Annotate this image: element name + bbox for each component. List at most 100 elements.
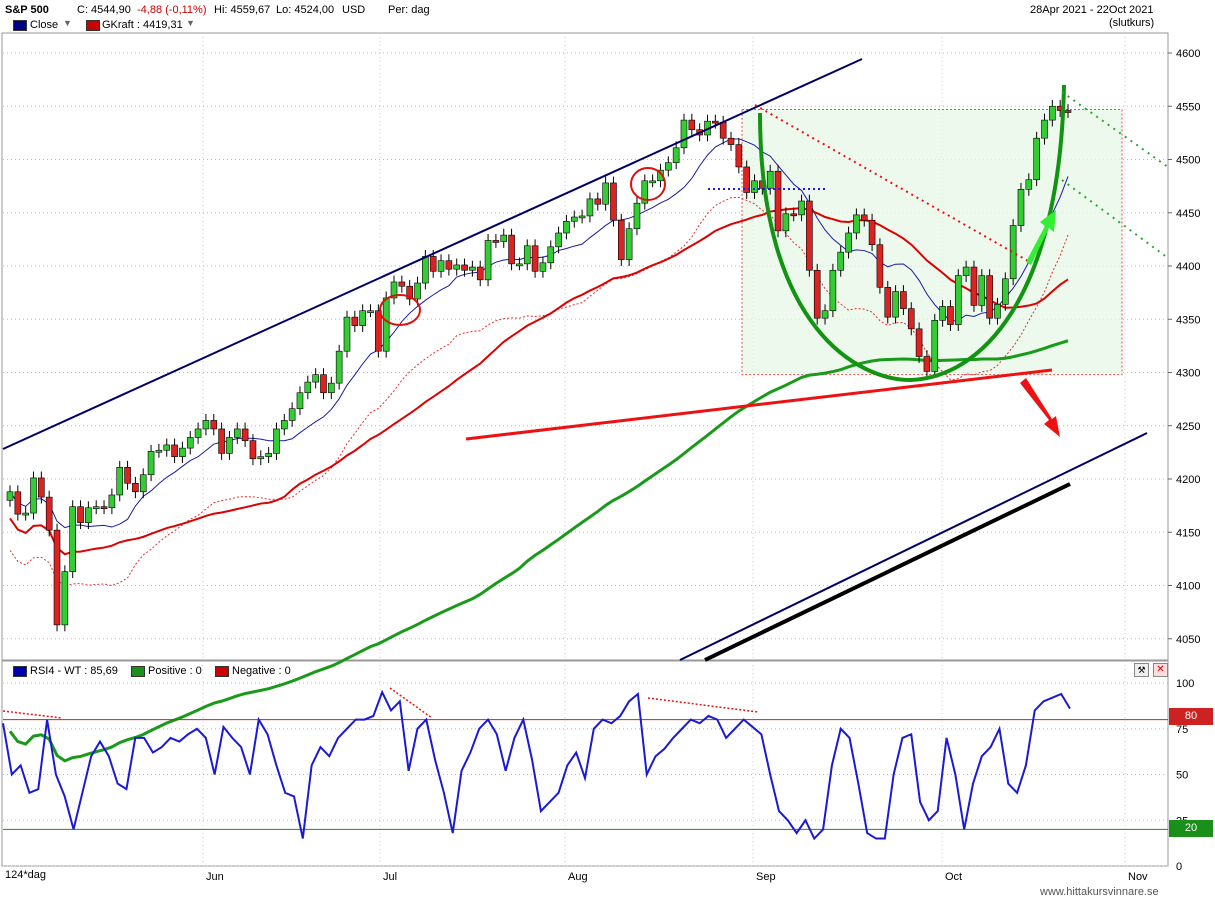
candle-body [476,266,484,281]
gkraft-legend-swatch [86,20,100,31]
candle-body [547,246,555,264]
candle-body [45,496,53,531]
candle-body [61,571,69,626]
rsi-legend-label[interactable]: RSI4 - WT : 85,69 [30,665,118,677]
rsi-axis-label: 50 [1176,770,1188,782]
candle-body [328,382,335,394]
high-value: Hi: 4559,67 [214,4,271,16]
candle-body [186,437,194,449]
candle-body [139,474,147,493]
positive-legend-label[interactable]: Positive : 0 [148,665,202,677]
price-axis-label: 4350 [1176,314,1200,326]
price-axis-label: 4550 [1176,101,1200,113]
ma-short-line [9,138,1069,529]
candle-body [790,213,798,217]
candle-body [422,256,429,284]
candle-body [484,240,492,281]
candle-body [1002,278,1009,305]
candle-body [288,408,296,421]
gkraft-legend-dropdown-icon[interactable]: ▼ [186,18,195,28]
chart-header: S&P 500 C: 4544,90 -4,88 (-0,11%) Hi: 45… [0,0,1168,33]
candle-body [437,260,445,272]
candle-body [249,440,257,460]
price-axis-label: 4500 [1176,155,1200,167]
price-axis-label: 4250 [1176,421,1200,433]
price-axis-label: 4150 [1176,527,1200,539]
candle-body [617,219,625,260]
candle-body [594,198,602,205]
candle-body [85,507,92,523]
candle-body [147,451,155,476]
candle-body [641,180,649,204]
month-label: Nov [1128,871,1148,883]
wrench-icon[interactable]: ⚒ [1134,663,1149,677]
gkraft-legend-label[interactable]: GKraft : 4419,31 [102,19,183,31]
candle-body [539,262,547,272]
candle-body [132,482,139,493]
negative-legend-label[interactable]: Negative : 0 [232,665,291,677]
long-ma-line [8,339,1069,763]
watermark: www.hittakursvinnare.se [1040,886,1159,898]
long-trend-line [704,482,1071,662]
close-legend-label[interactable]: Close [30,19,59,31]
candle-body [563,220,570,234]
candle-body [1025,179,1033,190]
candle-body [939,306,946,321]
negative-legend-swatch [215,666,229,677]
candle-body [735,144,743,168]
rsi-axis-label: 100 [1176,678,1194,690]
candle-body [335,350,343,384]
candle-body [38,477,45,498]
period-count-label: 124*dag [5,869,46,881]
candle-body [688,119,696,130]
candle-body [555,232,562,248]
candle-body [610,182,617,221]
candle-body [382,297,390,352]
candle-body [375,310,382,352]
candle-body [492,240,500,243]
candle-body [406,285,413,300]
candle-body [986,275,993,319]
candle-body [1064,110,1072,113]
candle-body [398,281,406,287]
gkraft-line [9,207,1069,556]
candle-body [508,234,515,265]
candle-body [516,263,523,267]
candle-body [390,281,398,299]
price-axis-label: 4300 [1176,368,1200,380]
candle-body [665,162,672,171]
candle-body [320,374,327,394]
lower-channel-line [679,432,1148,661]
candle-body [876,244,884,288]
candle-body [1041,119,1048,139]
lower-dotted-line [1061,179,1169,259]
close-legend-dropdown-icon[interactable]: ▼ [63,18,72,28]
candle-body [77,506,84,523]
month-label: Aug [568,871,588,883]
candle-body [531,245,539,272]
candle-body [954,275,962,325]
candle-body [171,444,178,457]
candle-body [100,506,108,509]
low-value: Lo: 4524,00 [276,4,335,16]
candle-body [69,506,76,572]
candle-body [994,304,1001,319]
month-label: Sep [756,871,776,883]
candle-body [53,529,61,626]
rsi-divergence-arrow [2,710,63,719]
candle-body [523,245,531,265]
month-label: Jul [383,871,397,883]
candle-body [970,266,978,306]
candle-body [774,170,782,232]
candle-body [625,228,633,260]
candle-body [586,198,594,217]
candle-body [719,121,727,139]
rsi-axis-label: 0 [1176,861,1182,873]
price-axis-label: 4050 [1176,634,1200,646]
period-label: Per: dag [388,4,430,16]
candle-body [429,256,437,272]
month-label: Oct [945,871,962,883]
close-icon[interactable]: ✕ [1153,663,1168,677]
candle-body [163,444,171,451]
candle-body [1017,189,1025,226]
